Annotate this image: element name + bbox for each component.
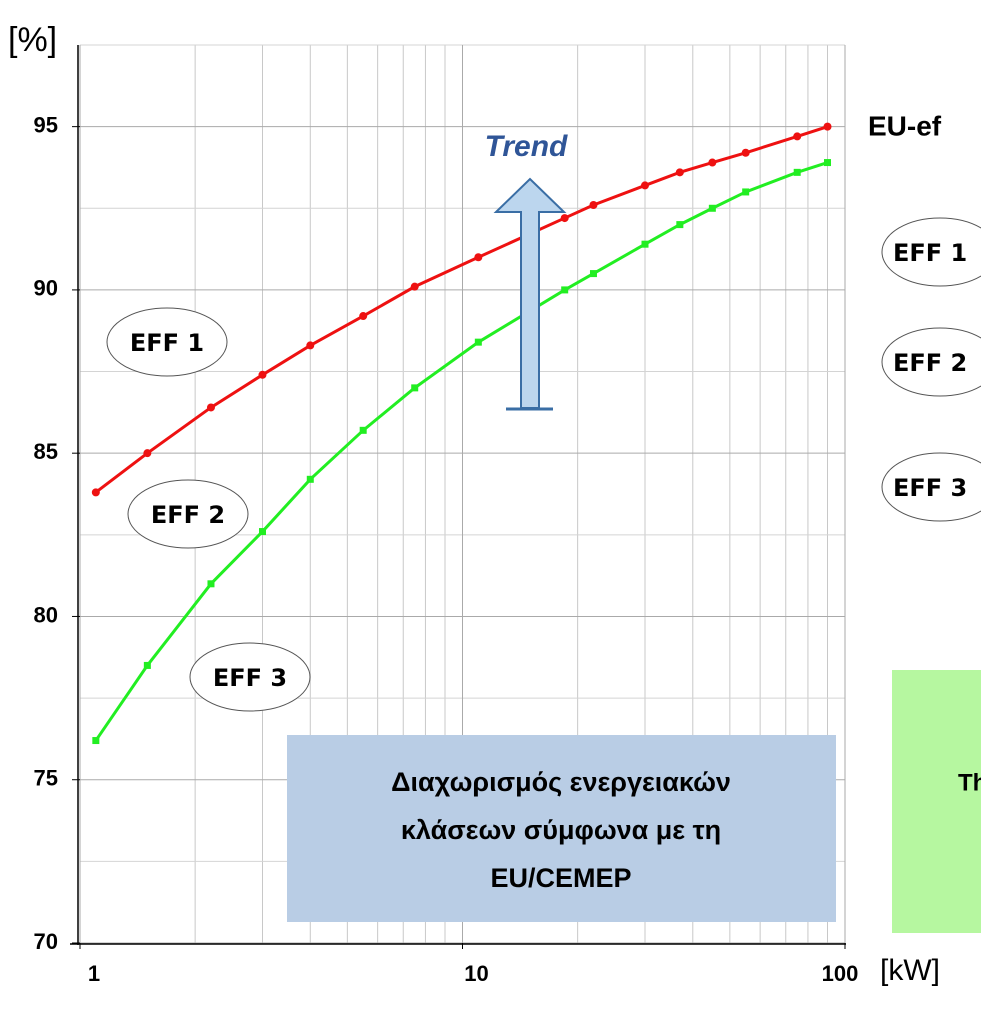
point xyxy=(675,168,684,177)
y-tick-label: 95 xyxy=(34,112,58,137)
point xyxy=(143,449,152,458)
right-label: EFF 1 xyxy=(893,239,967,267)
x-tick-label: 100 xyxy=(822,961,859,986)
box-line: κλάσεων σύμφωνα με τη xyxy=(401,815,721,845)
y-unit: [%] xyxy=(8,21,57,59)
point xyxy=(793,132,802,141)
point xyxy=(823,122,832,131)
point xyxy=(306,475,314,483)
right-box xyxy=(892,670,981,933)
label-ellipse xyxy=(189,642,311,712)
eff-label: EFF 2 xyxy=(151,501,225,529)
point xyxy=(589,270,597,278)
plot xyxy=(91,122,832,745)
eff-label: EFF 3 xyxy=(213,664,287,692)
point xyxy=(708,158,717,167)
point xyxy=(411,384,419,392)
point xyxy=(589,201,598,210)
point xyxy=(474,253,483,262)
trend-arrow xyxy=(493,177,567,409)
point xyxy=(206,403,215,412)
label-ellipse xyxy=(127,479,249,549)
info-box xyxy=(287,735,836,922)
point xyxy=(306,341,315,350)
point xyxy=(560,214,569,223)
x-tick-label: 10 xyxy=(464,961,488,986)
point xyxy=(91,488,100,497)
point xyxy=(258,370,267,379)
point xyxy=(474,338,482,346)
y-tick-label: 80 xyxy=(34,602,58,627)
y-tick-label: 75 xyxy=(34,766,58,791)
point xyxy=(708,204,716,212)
right-title: EU-ef xyxy=(868,110,942,141)
label-ellipse xyxy=(881,217,981,287)
point xyxy=(561,286,569,294)
trend-label: Trend xyxy=(485,130,568,163)
point xyxy=(258,528,266,536)
point xyxy=(359,426,367,434)
point xyxy=(676,221,684,229)
right-box-text: Th xyxy=(958,769,981,796)
point xyxy=(143,661,151,669)
y-tick-label: 70 xyxy=(34,929,58,954)
series-line xyxy=(94,125,828,494)
point xyxy=(92,737,100,745)
x-tick-label: 1 xyxy=(88,961,100,986)
right-label: EFF 2 xyxy=(893,349,967,377)
box-line: Διαχωρισμός ενεργειακών xyxy=(391,767,731,797)
y-tick-label: 90 xyxy=(34,276,58,301)
point xyxy=(641,240,649,248)
point xyxy=(359,312,368,321)
x-unit: [kW] xyxy=(880,954,940,987)
point xyxy=(823,159,831,167)
box-line: EU/CEMEP xyxy=(490,863,631,893)
point xyxy=(410,282,419,291)
point xyxy=(207,580,215,588)
label-ellipse xyxy=(881,452,981,522)
point xyxy=(742,188,750,196)
point xyxy=(741,148,750,157)
point xyxy=(793,168,801,176)
label-ellipse xyxy=(106,307,228,377)
y-tick-label: 85 xyxy=(34,439,58,464)
right-label: EFF 3 xyxy=(893,474,967,502)
eff-label: EFF 1 xyxy=(130,329,204,357)
point xyxy=(640,181,649,190)
label-ellipse xyxy=(881,327,981,397)
